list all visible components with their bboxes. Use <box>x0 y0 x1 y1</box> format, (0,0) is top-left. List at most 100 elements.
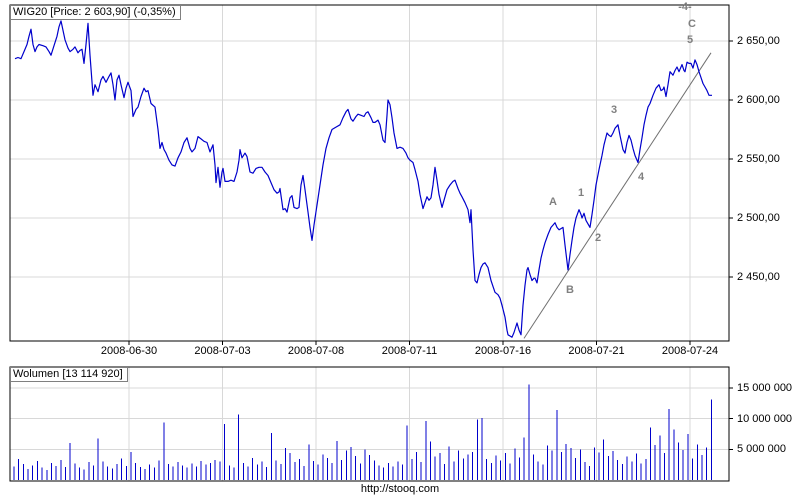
source-url: http://stooq.com <box>360 483 440 495</box>
volume-bar <box>467 454 469 480</box>
volume-bar <box>69 443 71 480</box>
price-axis-label: 2 450,00 <box>737 271 780 283</box>
date-axis-label: 2008-07-03 <box>194 345 251 357</box>
volume-bar <box>425 421 427 480</box>
volume-bar <box>298 459 300 480</box>
volume-bar <box>135 462 137 480</box>
date-axis-label: 2008-07-11 <box>381 345 438 357</box>
volume-bar <box>495 455 497 480</box>
volume-bar <box>565 443 567 480</box>
volume-bar <box>626 456 628 480</box>
volume-bar <box>32 465 34 480</box>
volume-bar <box>130 451 132 480</box>
volume-bar <box>289 453 291 480</box>
volume-bar <box>453 461 455 480</box>
volume-bar <box>364 449 366 480</box>
volume-bar <box>523 437 525 480</box>
volume-bar <box>373 460 375 480</box>
volume-bar <box>556 410 558 480</box>
wave-label-A: A <box>549 196 557 208</box>
volume-bar <box>266 467 268 480</box>
volume-bar <box>261 461 263 480</box>
volume-bar <box>18 459 20 480</box>
volume-bar <box>678 442 680 480</box>
volume-bar <box>149 464 151 480</box>
volume-bar <box>411 459 413 480</box>
volume-bar <box>649 427 651 480</box>
price-line <box>14 20 712 338</box>
volume-bar <box>196 466 198 480</box>
volume-bar <box>55 465 57 480</box>
date-axis-label: 2008-06-30 <box>100 345 158 357</box>
volume-bar <box>462 458 464 480</box>
volume-bar <box>500 460 502 480</box>
volume-panel-border <box>9 366 730 482</box>
wave-label-4: 4 <box>637 171 645 183</box>
volume-bar <box>322 454 324 480</box>
volume-bar <box>345 450 347 480</box>
volume-bar <box>561 451 563 480</box>
volume-bar <box>46 470 48 480</box>
volume-bar <box>701 454 703 480</box>
volume-bar <box>64 467 66 480</box>
volume-bar <box>294 462 296 480</box>
volume-bar <box>673 429 675 480</box>
volume-bar <box>692 458 694 480</box>
wave-label-C: C <box>688 18 696 30</box>
volume-bar <box>210 462 212 480</box>
volume-bar <box>668 408 670 480</box>
volume-bar <box>486 459 488 480</box>
volume-bar <box>83 469 85 480</box>
volume-bar <box>242 462 244 480</box>
volume-bar <box>617 459 619 480</box>
volume-bar <box>303 465 305 480</box>
volume-bar <box>247 466 249 480</box>
volume-bar <box>631 461 633 480</box>
volume-bar <box>158 460 160 480</box>
volume-bar <box>547 445 549 480</box>
volume-bar <box>36 460 38 480</box>
volume-bar <box>430 441 432 480</box>
volume-bar <box>397 461 399 480</box>
volume-bar <box>219 461 221 480</box>
volume-bar <box>598 452 600 480</box>
volume-bar <box>317 464 319 480</box>
volume-bar <box>664 453 666 480</box>
volume-bar <box>593 447 595 480</box>
volume-bar <box>706 447 708 480</box>
volume-bar <box>74 463 76 480</box>
volume-bar <box>579 449 581 480</box>
volume-bar <box>392 466 394 480</box>
volume-panel-legend: Wolumen [13 114 920] <box>10 367 128 382</box>
volume-bar <box>200 460 202 480</box>
volume-bar <box>645 459 647 480</box>
volume-bar <box>327 457 329 480</box>
date-axis-label: 2008-07-08 <box>287 345 345 357</box>
volume-bar <box>472 451 474 480</box>
volume-bar <box>350 446 352 480</box>
volume-axis-label: 10 000 000 <box>737 413 793 425</box>
volume-bar <box>252 457 254 480</box>
volume-bar <box>191 463 193 480</box>
volume-bar <box>153 467 155 480</box>
volume-bar <box>41 467 43 480</box>
volume-bar <box>88 462 90 480</box>
wave-label-5: 5 <box>686 34 694 46</box>
volume-bar <box>359 463 361 480</box>
volume-bar <box>284 448 286 480</box>
volume-bar <box>518 457 520 480</box>
volume-bar <box>654 445 656 480</box>
volume-bar <box>378 465 380 480</box>
price-axis-label: 2 500,00 <box>737 212 780 224</box>
volume-bar <box>214 459 216 480</box>
volume-bar <box>275 460 277 480</box>
volume-bar <box>584 462 586 480</box>
volume-bar <box>224 424 226 480</box>
volume-bar <box>537 461 539 480</box>
volume-bar <box>406 425 408 480</box>
volume-bar <box>27 468 29 480</box>
volume-bar <box>270 432 272 480</box>
volume-bar <box>682 449 684 480</box>
volume-bar <box>256 464 258 480</box>
